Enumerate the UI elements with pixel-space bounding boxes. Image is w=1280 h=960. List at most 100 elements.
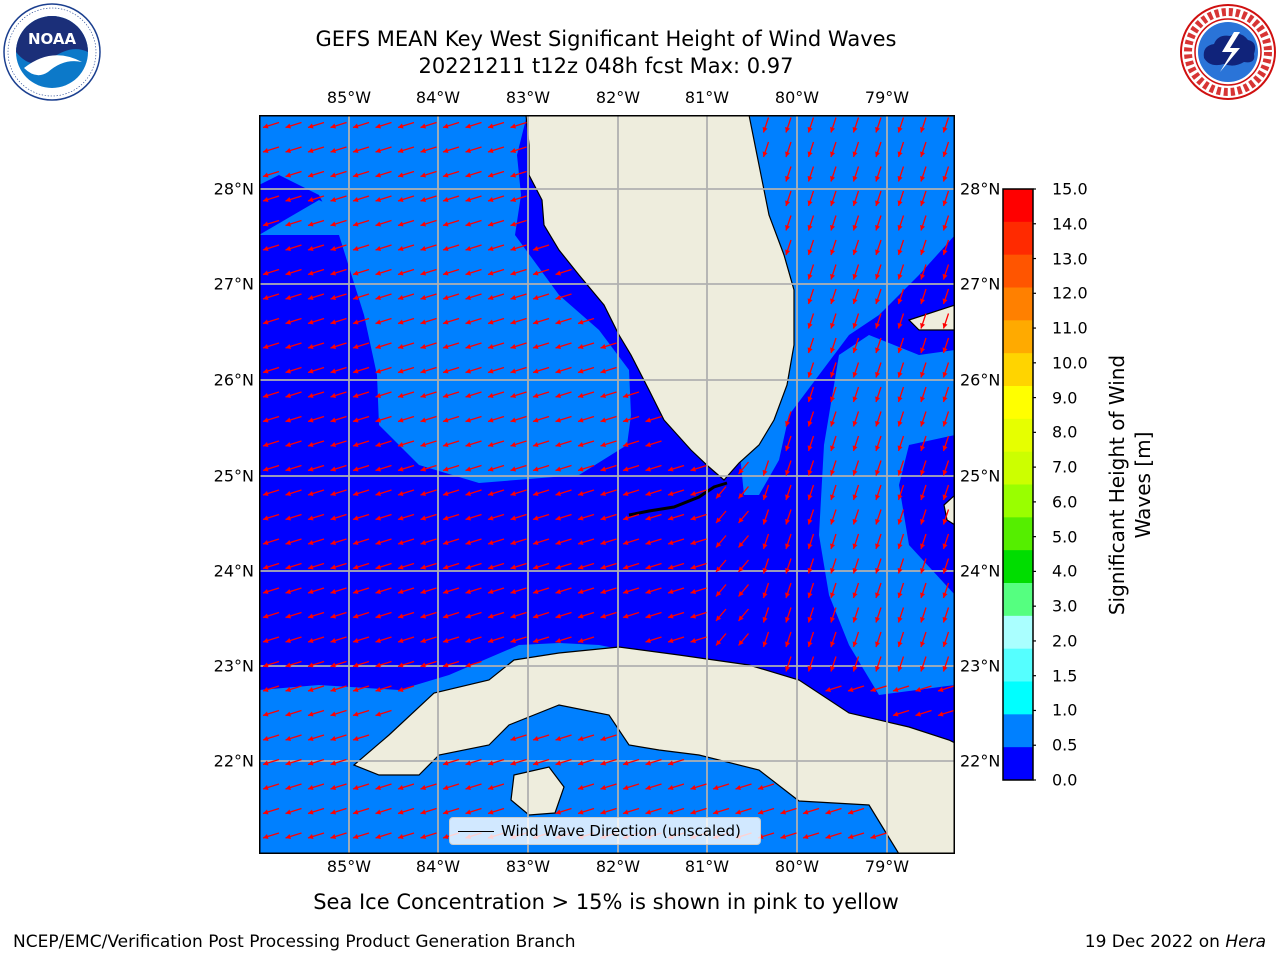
wave-direction-arrowhead xyxy=(465,319,471,325)
wave-direction-arrowhead xyxy=(443,344,449,349)
wave-direction-arrowhead xyxy=(920,347,925,353)
wave-direction-arrowhead xyxy=(375,589,381,594)
colorbar-tick-label: 6.0 xyxy=(1052,492,1078,512)
wave-direction-arrowhead xyxy=(353,148,359,153)
wave-direction-arrowhead xyxy=(465,662,471,668)
wave-direction-arrowhead xyxy=(420,148,426,153)
colorbar-cell xyxy=(1003,484,1033,518)
wave-direction-arrowhead xyxy=(848,809,854,815)
wave-direction-arrowhead xyxy=(263,442,269,447)
colorbar-cell xyxy=(1003,714,1033,748)
wave-direction-arrowhead xyxy=(420,589,426,594)
wave-direction-arrowhead xyxy=(807,175,813,182)
wave-direction-arrowhead xyxy=(285,148,291,153)
wave-direction-arrowhead xyxy=(330,123,336,129)
wave-direction-arrowhead xyxy=(488,564,494,570)
wave-direction-arrowhead xyxy=(465,442,471,447)
wave-direction-arrowhead xyxy=(398,515,404,521)
wave-direction-arrowhead xyxy=(893,711,899,717)
wave-direction-arrowhead xyxy=(353,515,359,521)
wave-direction-arrowhead xyxy=(443,613,449,619)
wave-direction-arrowhead xyxy=(897,347,903,353)
wave-direction-arrowhead xyxy=(443,785,449,790)
wave-direction-arrowhead xyxy=(645,466,651,472)
wave-direction-arrowhead xyxy=(263,834,269,839)
wave-direction-arrowhead xyxy=(785,518,790,525)
wave-direction-arrowhead xyxy=(807,445,813,451)
wave-direction-arrowhead xyxy=(443,491,449,496)
wave-direction-arrowhead xyxy=(897,518,903,525)
wave-direction-arrowhead xyxy=(875,175,880,182)
wave-direction-arrowhead xyxy=(420,662,426,668)
wave-direction-arrowhead xyxy=(807,543,813,549)
wave-direction-arrowhead xyxy=(510,319,516,325)
wave-direction-arrowhead xyxy=(398,197,404,202)
lat-tick-right: 26°N xyxy=(960,370,1001,390)
wave-direction-arrowhead xyxy=(645,638,651,643)
wave-direction-arrowhead xyxy=(353,809,359,815)
wave-direction-arrowhead xyxy=(420,295,426,300)
noaa-logo: NOAA xyxy=(2,2,102,102)
wave-direction-arrowhead xyxy=(600,785,606,790)
lon-tick-bottom: 83°W xyxy=(505,857,551,876)
wave-direction-arrowhead xyxy=(420,638,426,643)
wave-direction-arrowhead xyxy=(920,543,925,549)
wave-direction-arrowhead xyxy=(375,442,381,447)
lon-tick-top: 81°W xyxy=(684,88,730,107)
wave-direction-arrowhead xyxy=(443,197,449,202)
wave-direction-arrowhead xyxy=(263,295,269,300)
wave-direction-arrowhead xyxy=(920,175,925,182)
wave-direction-arrowhead xyxy=(807,592,813,598)
wave-direction-arrowhead xyxy=(875,322,880,329)
wave-direction-arrowhead xyxy=(308,662,314,668)
wave-direction-arrowhead xyxy=(488,491,494,496)
wave-direction-arrowhead xyxy=(600,491,606,496)
wave-direction-arrowhead xyxy=(420,785,426,790)
wave-direction-arrowhead xyxy=(398,393,404,398)
wave-direction-arrowhead xyxy=(285,540,291,545)
wave-direction-arrowhead xyxy=(875,420,880,427)
wave-direction-arrowhead xyxy=(443,417,449,423)
wave-direction-arrowhead xyxy=(308,393,314,398)
wave-direction-arrowhead xyxy=(420,197,426,202)
wave-direction-arrowhead xyxy=(758,785,764,790)
wave-direction-arrowhead xyxy=(875,641,880,647)
wave-direction-arrowhead xyxy=(375,319,381,325)
wave-direction-arrowhead xyxy=(510,172,516,178)
wave-direction-arrowhead xyxy=(942,224,948,231)
wave-direction-arrowhead xyxy=(830,298,835,304)
wave-direction-arrowhead xyxy=(375,662,381,668)
wave-direction-arrowhead xyxy=(353,491,359,496)
wave-direction-arrowhead xyxy=(830,347,835,353)
wave-direction-arrowhead xyxy=(285,466,291,472)
wave-direction-arrowhead xyxy=(668,540,674,545)
wave-direction-arrowhead xyxy=(375,368,381,374)
wave-direction-arrowhead xyxy=(852,494,858,500)
wave-direction-arrowhead xyxy=(263,123,269,129)
wave-direction-arrowhead xyxy=(263,368,269,374)
wave-direction-arrowhead xyxy=(465,564,471,570)
florida-land xyxy=(525,115,795,481)
wave-direction-arrowhead xyxy=(942,298,948,304)
wave-direction-arrowhead xyxy=(465,123,471,129)
wave-direction-arrowhead xyxy=(830,371,835,378)
wave-direction-arrowhead xyxy=(623,589,629,594)
wave-direction-arrowhead xyxy=(780,809,786,815)
wave-direction-arrowhead xyxy=(807,298,813,304)
wave-direction-arrowhead xyxy=(600,515,606,521)
wave-direction-arrowhead xyxy=(762,126,768,133)
wave-direction-arrowhead xyxy=(308,172,314,178)
wave-direction-arrowhead xyxy=(875,445,880,451)
wave-direction-arrowhead xyxy=(875,518,880,525)
wave-direction-arrowhead xyxy=(578,809,584,815)
wave-direction-arrowhead xyxy=(920,665,925,672)
wave-direction-arrowhead xyxy=(263,711,269,717)
wave-direction-arrowhead xyxy=(807,494,813,500)
wave-direction-arrowhead xyxy=(942,126,948,133)
wave-direction-arrowhead xyxy=(920,200,925,206)
wave-direction-arrowhead xyxy=(443,466,449,472)
wave-direction-arrowhead xyxy=(762,494,768,500)
wave-direction-arrowhead xyxy=(875,126,880,133)
title-line-2: 20221211 t12z 048h fcst Max: 0.97 xyxy=(418,54,794,78)
wave-direction-arrowhead xyxy=(623,393,629,398)
